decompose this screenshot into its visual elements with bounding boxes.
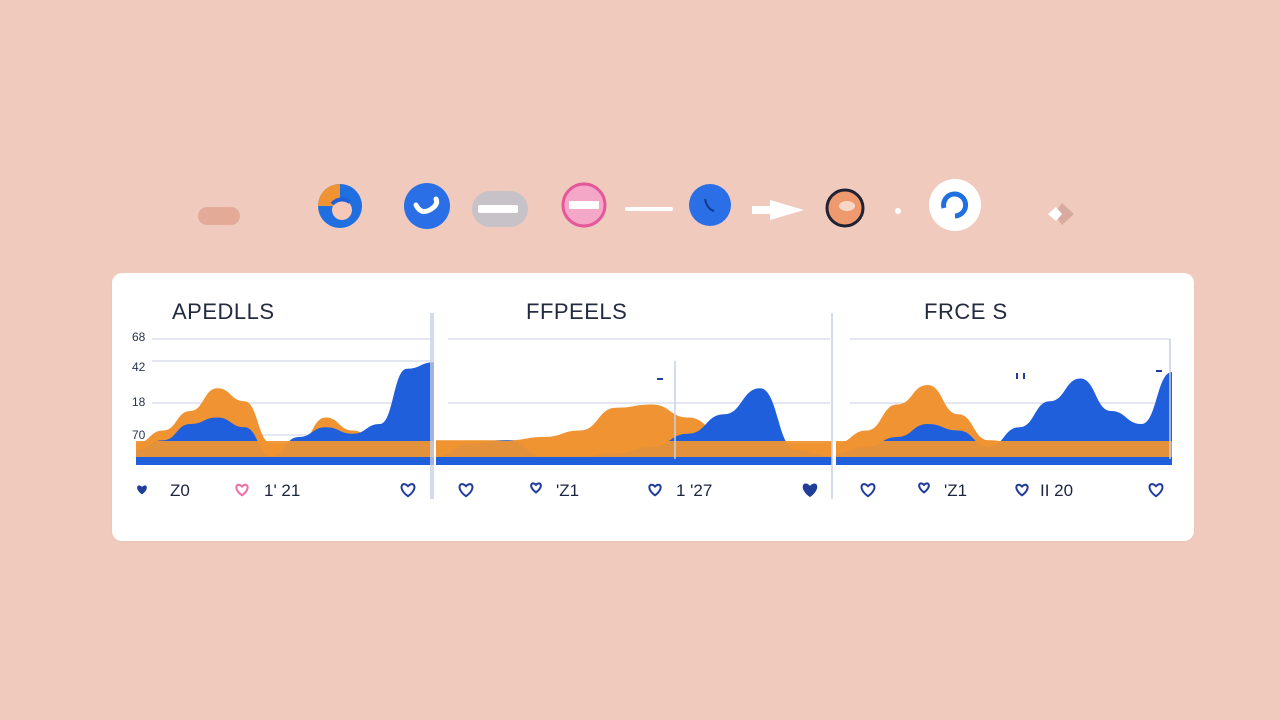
x-tick-label: 'Z1	[944, 481, 968, 500]
toggle-pill-icon[interactable]	[472, 191, 528, 227]
panel-title-2: FFPEELS	[526, 299, 628, 324]
profile-circle-icon[interactable]	[316, 182, 364, 230]
dot-icon	[895, 208, 901, 214]
toolbar	[0, 170, 1280, 260]
heart-icon	[802, 483, 818, 498]
baseline-band	[136, 461, 434, 465]
heart-icon	[1148, 483, 1164, 498]
x-tick-label: 'Z1	[556, 481, 580, 500]
heart-icon	[400, 483, 416, 498]
no-entry-icon[interactable]	[560, 181, 608, 229]
x-tick-label: 1 '27	[676, 481, 713, 500]
heart-icon	[530, 482, 542, 494]
y-tick-label: 42	[132, 360, 146, 374]
chat-bubble-icon[interactable]	[402, 181, 452, 231]
area-series-blue	[836, 372, 1172, 463]
y-tick-label: 68	[132, 330, 146, 344]
diamond-icon[interactable]	[1044, 199, 1076, 229]
baseline-band	[836, 461, 1172, 465]
x-tick-label: II 20	[1040, 481, 1074, 500]
chart-card: APEDLLS FFPEELS FRCE S 68 42 18 70 Z0 1'…	[112, 273, 1194, 541]
arrow-right-icon[interactable]	[752, 198, 806, 222]
orange-ring-icon[interactable]	[824, 187, 866, 229]
heart-icon	[235, 483, 249, 497]
heart-icon	[860, 483, 876, 498]
heart-icon	[458, 483, 474, 498]
x-tick-label: Z0	[170, 481, 190, 500]
panel-title-3: FRCE S	[924, 299, 1008, 324]
chart-canvas	[136, 313, 1172, 499]
orange-band	[436, 441, 832, 457]
orange-band	[136, 441, 434, 457]
orange-band	[836, 441, 1172, 457]
area-series-blue	[136, 362, 434, 463]
heart-icon	[137, 485, 147, 495]
y-tick-label: 18	[132, 395, 146, 409]
x-tick-label: 1' 21	[264, 481, 301, 500]
y-tick-label: 70	[132, 428, 146, 442]
panel-title-1: APEDLLS	[172, 299, 275, 324]
heart-icon	[648, 483, 662, 497]
phone-circle-icon[interactable]	[688, 183, 732, 227]
baseline-band	[436, 461, 832, 465]
heart-icon	[918, 482, 930, 494]
dash-line-icon	[625, 207, 673, 211]
heart-icon	[1015, 483, 1029, 497]
refresh-ring-icon[interactable]	[928, 178, 982, 232]
minus-pill-icon[interactable]	[198, 207, 240, 225]
